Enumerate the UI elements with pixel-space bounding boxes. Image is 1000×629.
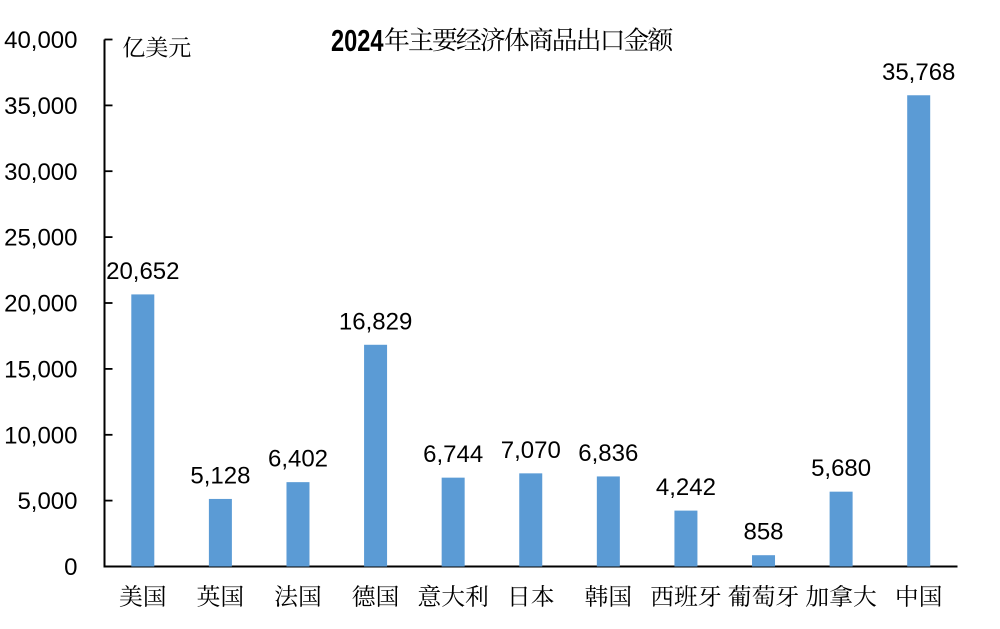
svg-text:25,000: 25,000 (4, 225, 77, 252)
svg-text:7,070: 7,070 (501, 437, 561, 464)
svg-text:5,128: 5,128 (190, 462, 250, 489)
svg-text:858: 858 (743, 519, 783, 546)
svg-text:4,242: 4,242 (656, 474, 716, 501)
svg-text:16,829: 16,829 (339, 308, 412, 335)
svg-text:2024: 2024 (331, 23, 384, 58)
svg-text:10,000: 10,000 (4, 422, 77, 449)
svg-text:40,000: 40,000 (4, 27, 77, 54)
svg-text:6,836: 6,836 (578, 440, 638, 467)
svg-text:0: 0 (64, 554, 77, 581)
svg-text:6,744: 6,744 (423, 441, 483, 468)
svg-text:15,000: 15,000 (4, 357, 77, 384)
svg-text:20,652: 20,652 (106, 258, 179, 285)
svg-text:6,402: 6,402 (268, 446, 328, 473)
svg-text:30,000: 30,000 (4, 159, 77, 186)
svg-text:5,680: 5,680 (811, 455, 871, 482)
svg-text:20,000: 20,000 (4, 291, 77, 318)
svg-text:5,000: 5,000 (17, 488, 77, 515)
svg-text:35,000: 35,000 (4, 93, 77, 120)
svg-text:35,768: 35,768 (882, 59, 955, 86)
